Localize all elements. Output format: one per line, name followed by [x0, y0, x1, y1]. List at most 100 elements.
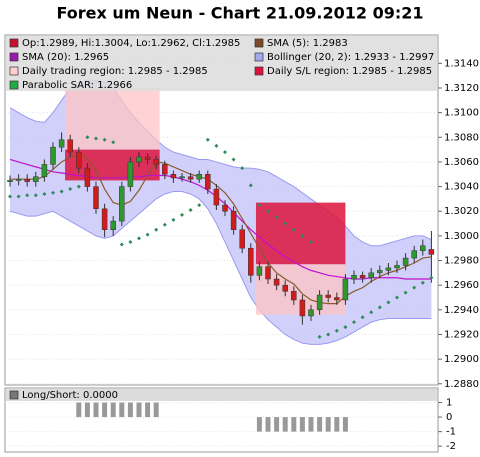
sar-dot: [300, 233, 305, 238]
sar-dot: [377, 305, 382, 310]
candle-body: [428, 249, 435, 255]
trading-region: [65, 87, 160, 150]
candle-body: [368, 272, 374, 279]
candle-body: [144, 156, 151, 160]
candle-body: [222, 204, 228, 212]
sar-dot: [240, 166, 245, 171]
y-tick-label: 1.2940: [444, 305, 479, 316]
bar: [119, 402, 125, 418]
y-tick-label: 1.3080: [444, 132, 479, 143]
candle-body: [308, 309, 314, 317]
sar-dot: [25, 193, 30, 198]
bar: [256, 417, 262, 432]
sar-dot: [119, 242, 124, 247]
candle-body: [282, 284, 288, 292]
y-tick-label: -1: [446, 427, 456, 438]
bar: [317, 417, 323, 432]
sar-dot: [352, 320, 356, 325]
y-tick-label: -2: [446, 441, 456, 452]
candle-body: [67, 139, 73, 153]
candle-body: [179, 176, 185, 179]
sar-dot: [386, 300, 391, 305]
bar: [102, 402, 108, 418]
sar-dot: [8, 194, 12, 199]
candle-body: [420, 245, 426, 251]
sl-region: [255, 202, 346, 265]
sar-dot: [162, 222, 167, 227]
candle-body: [342, 278, 349, 301]
sar-dot: [291, 227, 296, 232]
sar-dot: [180, 212, 184, 217]
y-tick-label: 1.2960: [444, 280, 479, 291]
y-tick-label: 1.2980: [444, 256, 479, 267]
candle-body: [402, 257, 409, 266]
candle-body: [93, 186, 99, 210]
candle-body: [196, 174, 202, 180]
sar-dot: [309, 240, 313, 245]
sar-dot: [343, 325, 348, 330]
legend-label: Daily S/L region: 1.2985 - 1.2985: [267, 66, 432, 77]
y-tick-label: 1.2920: [444, 329, 479, 340]
bar: [291, 417, 297, 432]
candle-body: [256, 266, 263, 276]
sar-dot: [68, 187, 73, 192]
candle-body: [273, 278, 280, 286]
sar-dot: [16, 194, 21, 199]
bar: [334, 417, 340, 432]
panel-header: [6, 389, 437, 401]
candle-body: [359, 275, 366, 279]
candle-body: [162, 164, 168, 175]
panel-label: Long/Short: 0.0000: [22, 390, 118, 401]
candle-body: [33, 176, 39, 182]
sar-dot: [111, 140, 116, 145]
candle-body: [205, 174, 211, 190]
candle-body: [394, 265, 400, 269]
candle-body: [119, 186, 125, 222]
bar: [342, 417, 348, 432]
y-tick-label: 0: [446, 412, 452, 423]
legend-swatch: [254, 52, 264, 62]
candle-body: [136, 156, 142, 163]
y-tick-label: 1.3120: [444, 83, 479, 94]
sar-dot: [326, 332, 331, 337]
bar: [274, 417, 280, 432]
candle-body: [230, 210, 237, 230]
sar-dot: [248, 183, 253, 188]
candle-body: [153, 159, 159, 165]
legend-swatch: [9, 38, 19, 48]
sar-dot: [223, 150, 227, 155]
legend-label: SMA (20): 1.2965: [22, 52, 109, 63]
sar-dot: [205, 137, 210, 142]
sar-dot: [171, 217, 176, 222]
y-tick-label: 1.3100: [444, 108, 479, 119]
candle-body: [351, 275, 357, 280]
sar-dot: [274, 215, 279, 220]
sar-dot: [395, 295, 399, 300]
candle-body: [101, 208, 108, 230]
bar: [93, 402, 99, 418]
sar-dot: [420, 280, 425, 285]
sar-dot: [85, 135, 90, 140]
sar-dot: [231, 157, 236, 162]
y-tick-label: 1.3000: [444, 231, 479, 242]
candle-body: [127, 161, 134, 187]
candle-body: [239, 229, 245, 249]
legend-box: [6, 36, 437, 91]
bar: [127, 402, 133, 418]
sma20-line: [9, 158, 432, 280]
candle-body: [187, 176, 194, 180]
y-tick-label: 1: [446, 398, 452, 409]
candle-body: [316, 294, 323, 311]
candle-body: [170, 174, 177, 179]
sar-dot: [76, 184, 81, 189]
candle-body: [110, 220, 116, 230]
candle-body: [50, 146, 56, 165]
legend-label: Bollinger (20, 2): 1.2933 - 1.2997: [267, 52, 434, 63]
bar: [308, 417, 314, 432]
sar-dot: [94, 136, 98, 141]
candle-body: [411, 250, 417, 259]
sar-dot: [145, 232, 150, 237]
legend-swatch: [9, 52, 19, 62]
candle-body: [265, 266, 271, 280]
legend-label: SMA (5): 1.2983: [267, 38, 348, 49]
